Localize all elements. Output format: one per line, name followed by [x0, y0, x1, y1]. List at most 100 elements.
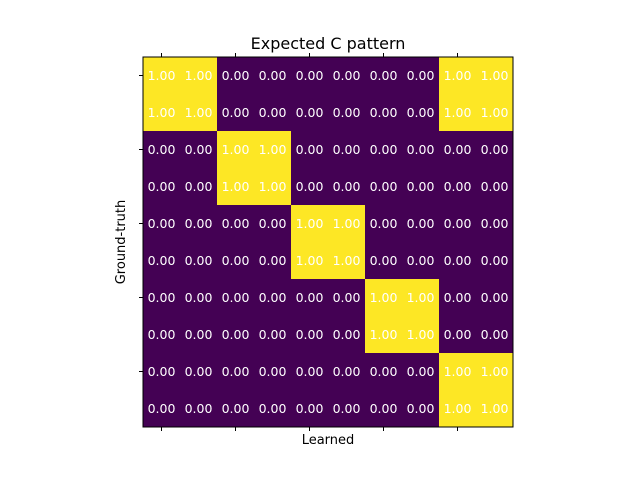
cell-value-label: 0.00 [370, 364, 398, 379]
heatmap-cell [476, 316, 514, 354]
heatmap-cell [143, 316, 181, 354]
heatmap-cell [365, 353, 403, 391]
heatmap-cell [402, 353, 440, 391]
plot-frame [142, 56, 514, 428]
heatmap-cell [439, 131, 477, 169]
cell-value-label: 1.00 [296, 216, 324, 231]
cell-value-label: 1.00 [444, 68, 472, 83]
heatmap-cell [291, 205, 329, 243]
cell-value-label: 0.00 [296, 290, 324, 305]
heatmap-cell [365, 168, 403, 206]
heatmap-cell [476, 57, 514, 95]
cell-value-label: 0.00 [296, 105, 324, 120]
cell-value-label: 0.00 [259, 68, 287, 83]
cell-value-label: 0.00 [222, 68, 250, 83]
cell-value-label: 0.00 [259, 401, 287, 416]
cell-value-label: 0.00 [444, 290, 472, 305]
heatmap-cell [476, 242, 514, 280]
heatmap-cell [254, 242, 292, 280]
cell-value-label: 1.00 [370, 327, 398, 342]
cell-value-label: 0.00 [148, 364, 176, 379]
heatmap-cell [254, 279, 292, 317]
cell-value-label: 0.00 [333, 179, 361, 194]
cell-value-label: 0.00 [444, 216, 472, 231]
heatmap-cell [476, 390, 514, 428]
cell-value-label: 0.00 [296, 364, 324, 379]
cell-value-label: 0.00 [148, 179, 176, 194]
cell-value-label: 0.00 [407, 401, 435, 416]
heatmap-cell [439, 316, 477, 354]
heatmap-cell [143, 242, 181, 280]
heatmap-cell [291, 242, 329, 280]
heatmap-cell [476, 131, 514, 169]
heatmap-cell [217, 316, 255, 354]
cell-value-label: 0.00 [259, 216, 287, 231]
heatmap-cell [328, 205, 366, 243]
cell-value-label: 0.00 [444, 179, 472, 194]
cell-value-label: 0.00 [333, 401, 361, 416]
cell-value-label: 0.00 [333, 142, 361, 157]
heatmap-cell [402, 57, 440, 95]
heatmap-cell [254, 316, 292, 354]
heatmap-cell [143, 168, 181, 206]
cell-value-label: 0.00 [222, 364, 250, 379]
heatmap-cell [402, 279, 440, 317]
heatmap-cell [365, 390, 403, 428]
cell-value-label: 0.00 [481, 327, 509, 342]
cell-value-label: 0.00 [370, 401, 398, 416]
cell-value-label: 1.00 [259, 179, 287, 194]
cell-value-label: 0.00 [185, 327, 213, 342]
heatmap-cell [439, 205, 477, 243]
cell-value-label: 0.00 [148, 327, 176, 342]
cell-value-label: 0.00 [333, 364, 361, 379]
cell-value-label: 1.00 [481, 401, 509, 416]
heatmap-cell [291, 353, 329, 391]
cell-value-label: 0.00 [185, 216, 213, 231]
cell-value-label: 0.00 [185, 364, 213, 379]
cell-value-label: 1.00 [333, 216, 361, 231]
heatmap-cell [365, 316, 403, 354]
cell-value-label: 0.00 [370, 68, 398, 83]
heatmap-cell [328, 316, 366, 354]
cell-value-label: 0.00 [407, 142, 435, 157]
heatmap-cell [254, 94, 292, 132]
heatmap-cell [217, 168, 255, 206]
cell-value-label: 0.00 [370, 253, 398, 268]
heatmap-cell [180, 131, 218, 169]
heatmap-cell [254, 131, 292, 169]
cell-value-label: 1.00 [444, 401, 472, 416]
cell-value-label: 1.00 [148, 68, 176, 83]
cell-value-label: 0.00 [259, 327, 287, 342]
heatmap-cell [439, 57, 477, 95]
cell-value-label: 1.00 [481, 68, 509, 83]
heatmap-cell [402, 131, 440, 169]
heatmap-cell [328, 390, 366, 428]
cell-value-label: 1.00 [481, 364, 509, 379]
heatmap-cell [476, 94, 514, 132]
heatmap-cell [328, 57, 366, 95]
cell-value-label: 1.00 [444, 364, 472, 379]
heatmap-cell [180, 205, 218, 243]
cell-value-label: 0.00 [148, 401, 176, 416]
cell-value-label: 0.00 [333, 290, 361, 305]
heatmap-cell [217, 131, 255, 169]
cell-value-label: 1.00 [259, 142, 287, 157]
heatmap-cell [328, 242, 366, 280]
y-axis-label: Ground-truth [114, 200, 129, 285]
cell-value-label: 0.00 [296, 401, 324, 416]
cell-value-label: 0.00 [296, 68, 324, 83]
heatmap-cell [254, 353, 292, 391]
cell-value-label: 1.00 [333, 253, 361, 268]
heatmap-cell [143, 390, 181, 428]
cell-value-label: 0.00 [148, 142, 176, 157]
heatmap-cell [180, 390, 218, 428]
heatmap-cell [291, 279, 329, 317]
cell-value-label: 0.00 [407, 364, 435, 379]
cell-value-label: 0.00 [370, 142, 398, 157]
heatmap-cell [217, 242, 255, 280]
cell-value-label: 0.00 [259, 253, 287, 268]
cell-value-label: 0.00 [370, 179, 398, 194]
heatmap-cell [365, 205, 403, 243]
heatmap-cell [291, 131, 329, 169]
